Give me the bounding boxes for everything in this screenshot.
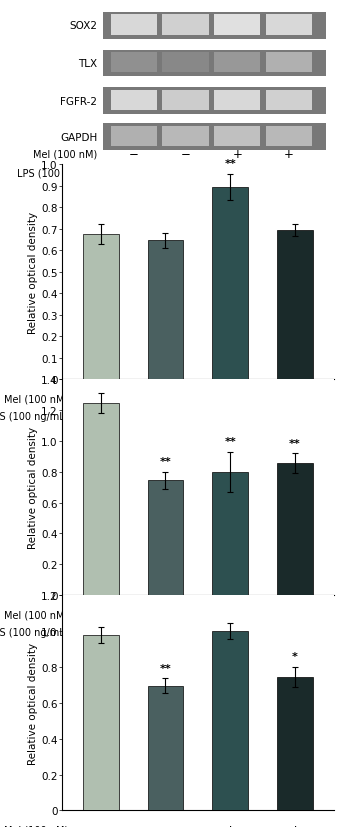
Text: FGFR-2: FGFR-2 <box>60 97 97 107</box>
Bar <box>83 235 119 380</box>
Text: −: − <box>160 608 171 621</box>
FancyBboxPatch shape <box>214 127 260 147</box>
Text: +: + <box>289 393 300 406</box>
Text: Mel (100 nM): Mel (100 nM) <box>4 394 68 404</box>
Text: +: + <box>284 168 294 180</box>
Bar <box>148 686 183 810</box>
Text: SOX2: SOX2 <box>69 22 97 31</box>
Text: +: + <box>225 608 236 621</box>
Text: −: − <box>95 608 106 621</box>
FancyBboxPatch shape <box>214 53 260 74</box>
Bar <box>277 231 313 380</box>
Text: −: − <box>129 148 139 161</box>
Text: −: − <box>95 824 106 827</box>
FancyBboxPatch shape <box>111 16 157 36</box>
FancyBboxPatch shape <box>103 124 325 151</box>
Text: −: − <box>95 410 106 423</box>
Text: +: + <box>289 625 300 638</box>
Text: +: + <box>289 608 300 621</box>
FancyBboxPatch shape <box>103 88 325 115</box>
Bar <box>212 188 248 380</box>
Text: (a) SOX2: (a) SOX2 <box>173 440 223 450</box>
Text: +: + <box>181 168 191 180</box>
Y-axis label: Relative optical density: Relative optical density <box>29 212 39 333</box>
Text: (b) TLX: (b) TLX <box>178 656 218 666</box>
Y-axis label: Relative optical density: Relative optical density <box>28 427 38 548</box>
FancyBboxPatch shape <box>103 13 325 40</box>
FancyBboxPatch shape <box>111 127 157 147</box>
Text: **: ** <box>160 663 171 673</box>
Text: GAPDH: GAPDH <box>60 132 97 142</box>
Text: LPS (100 ng/mL): LPS (100 ng/mL) <box>0 412 68 422</box>
Y-axis label: Relative optical density: Relative optical density <box>28 642 38 764</box>
Text: **: ** <box>224 159 236 169</box>
Text: LPS (100 ng/mL): LPS (100 ng/mL) <box>17 170 97 179</box>
FancyBboxPatch shape <box>214 90 260 111</box>
Bar <box>277 464 313 595</box>
Text: −: − <box>232 168 242 180</box>
Text: −: − <box>95 393 106 406</box>
Text: +: + <box>160 410 171 423</box>
Text: +: + <box>289 824 300 827</box>
Text: −: − <box>129 168 139 180</box>
Text: +: + <box>232 148 242 161</box>
Text: TLX: TLX <box>78 59 97 69</box>
Text: +: + <box>160 625 171 638</box>
FancyBboxPatch shape <box>266 90 312 111</box>
Bar <box>148 241 183 380</box>
Text: −: − <box>225 625 236 638</box>
Text: LPS (100 ng/mL): LPS (100 ng/mL) <box>0 627 68 637</box>
Text: −: − <box>181 148 191 161</box>
FancyBboxPatch shape <box>103 50 325 77</box>
Text: **: ** <box>289 438 301 448</box>
Text: +: + <box>225 393 236 406</box>
Text: **: ** <box>160 457 171 467</box>
Text: Mel (100 nM): Mel (100 nM) <box>4 609 68 619</box>
Text: Mel (100 nM): Mel (100 nM) <box>4 825 68 827</box>
Text: +: + <box>289 410 300 423</box>
FancyBboxPatch shape <box>266 53 312 74</box>
Text: Mel (100 nM): Mel (100 nM) <box>33 150 97 160</box>
FancyBboxPatch shape <box>266 16 312 36</box>
Bar <box>212 472 248 595</box>
Bar <box>148 480 183 595</box>
Bar <box>212 631 248 810</box>
FancyBboxPatch shape <box>266 127 312 147</box>
Text: −: − <box>225 410 236 423</box>
Text: −: − <box>160 393 171 406</box>
Bar <box>83 636 119 810</box>
FancyBboxPatch shape <box>162 53 209 74</box>
Text: −: − <box>95 625 106 638</box>
Bar <box>277 676 313 810</box>
Text: +: + <box>284 148 294 161</box>
Text: −: − <box>160 824 171 827</box>
Text: +: + <box>225 824 236 827</box>
FancyBboxPatch shape <box>162 16 209 36</box>
Text: **: ** <box>224 437 236 447</box>
Bar <box>83 404 119 595</box>
FancyBboxPatch shape <box>214 16 260 36</box>
Text: *: * <box>292 652 298 662</box>
FancyBboxPatch shape <box>111 90 157 111</box>
FancyBboxPatch shape <box>162 90 209 111</box>
FancyBboxPatch shape <box>162 127 209 147</box>
FancyBboxPatch shape <box>111 53 157 74</box>
